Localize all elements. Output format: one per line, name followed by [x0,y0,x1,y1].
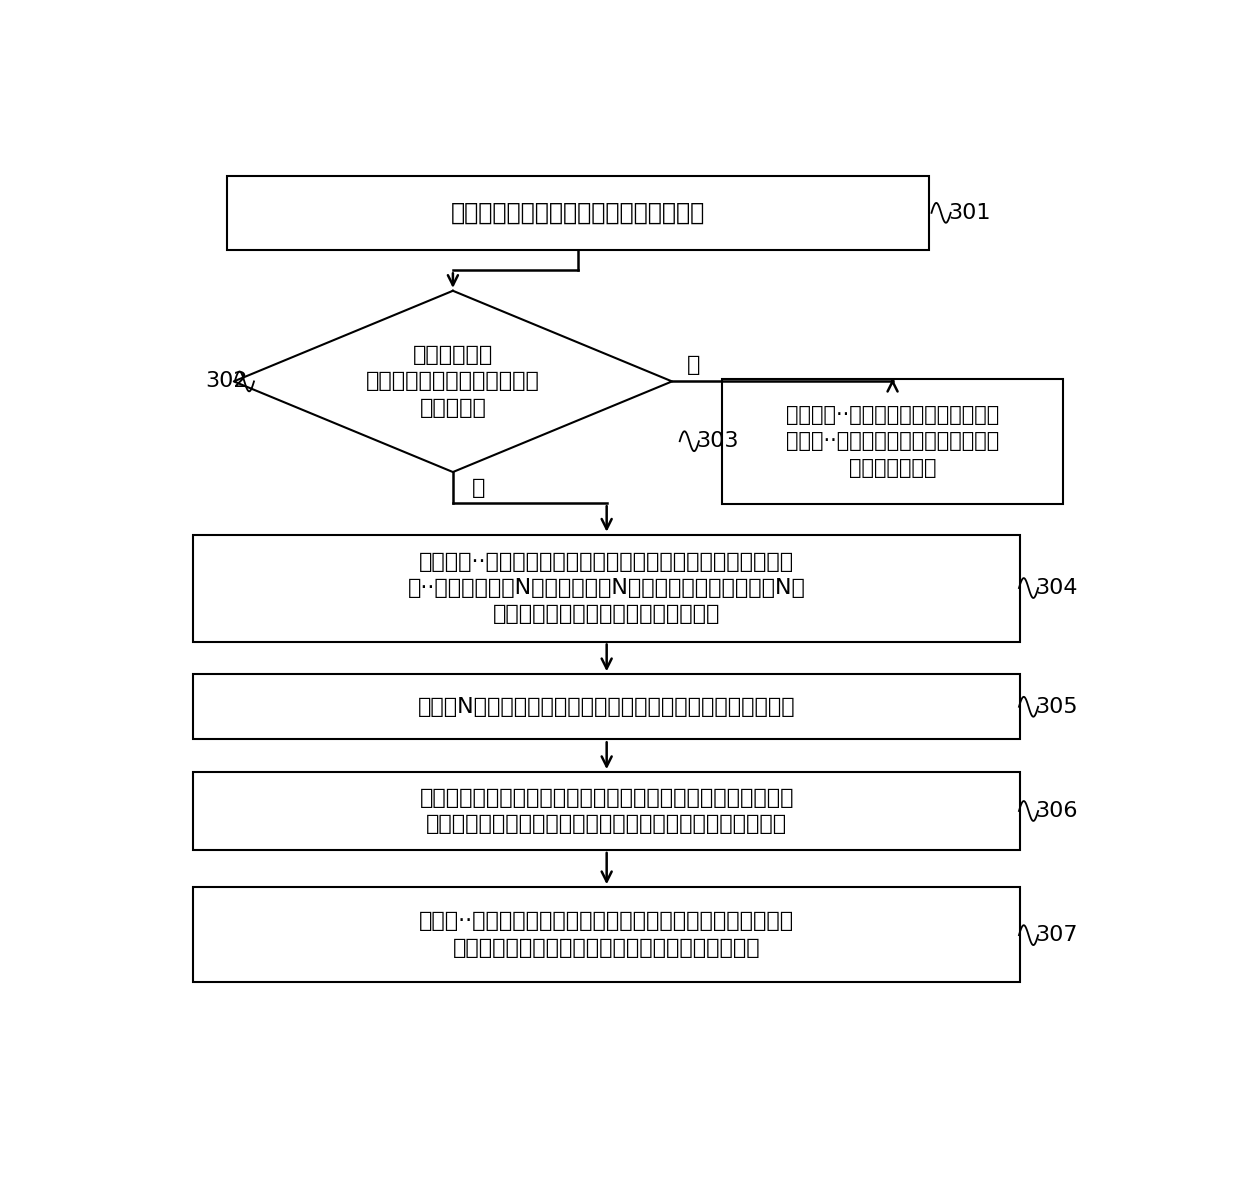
Text: 当所述第··音频数据为语音类型，根据预设的跟踪窗长获取所述
第··音频数据的前N帧音频数据的N个历史期望增益，其中，N等
于所述跟踪窗长与所述预设帧长的比值: 当所述第··音频数据为语音类型，根据预设的跟踪窗长获取所述 第··音频数据的前N… [408,552,806,625]
Text: 获取所述每个音频段的语音活动检测信息: 获取所述每个音频段的语音活动检测信息 [450,201,706,225]
Text: 当所述第··音频数据为噪音类型，应用
所述前··帧音频数据的历史期望增益作
为所述修正增益: 当所述第··音频数据为噪音类型，应用 所述前··帧音频数据的历史期望增益作 为所… [786,405,999,478]
Text: 306: 306 [1035,802,1078,822]
FancyBboxPatch shape [193,534,1019,641]
FancyBboxPatch shape [227,175,929,250]
Text: 从所述N个历史期望增益和所述期望增益中取最小值为参考增益: 从所述N个历史期望增益和所述期望增益中取最小值为参考增益 [418,697,796,717]
Text: 305: 305 [1035,697,1078,717]
Text: 若判断获知所述参考增益在预设的增益持续时长内没有变化，则
根据所述跟踪窗长和预设的更新算法对所述参考增益进行更新: 若判断获知所述参考增益在预设的增益持续时长内没有变化，则 根据所述跟踪窗长和预设… [419,787,794,834]
FancyBboxPatch shape [193,772,1019,850]
FancyBboxPatch shape [722,379,1063,504]
Text: 根据前··帧音频数据的历史期望增益、预设的增益平滑因子、所
述参考增益，按照预设的修正算法获取所述修正增益: 根据前··帧音频数据的历史期望增益、预设的增益平滑因子、所 述参考增益，按照预设… [419,911,795,958]
Text: 304: 304 [1035,578,1078,598]
Text: 判断所有语音
活动检测信息的总和是否小于
预设门限值: 判断所有语音 活动检测信息的总和是否小于 预设门限值 [366,345,539,418]
Text: 否: 否 [472,478,486,498]
FancyBboxPatch shape [193,674,1019,739]
Text: 301: 301 [947,202,991,222]
FancyBboxPatch shape [193,887,1019,983]
Text: 303: 303 [696,431,739,451]
Text: 是: 是 [687,355,699,375]
Text: 307: 307 [1035,925,1078,945]
Text: 302: 302 [205,372,248,392]
